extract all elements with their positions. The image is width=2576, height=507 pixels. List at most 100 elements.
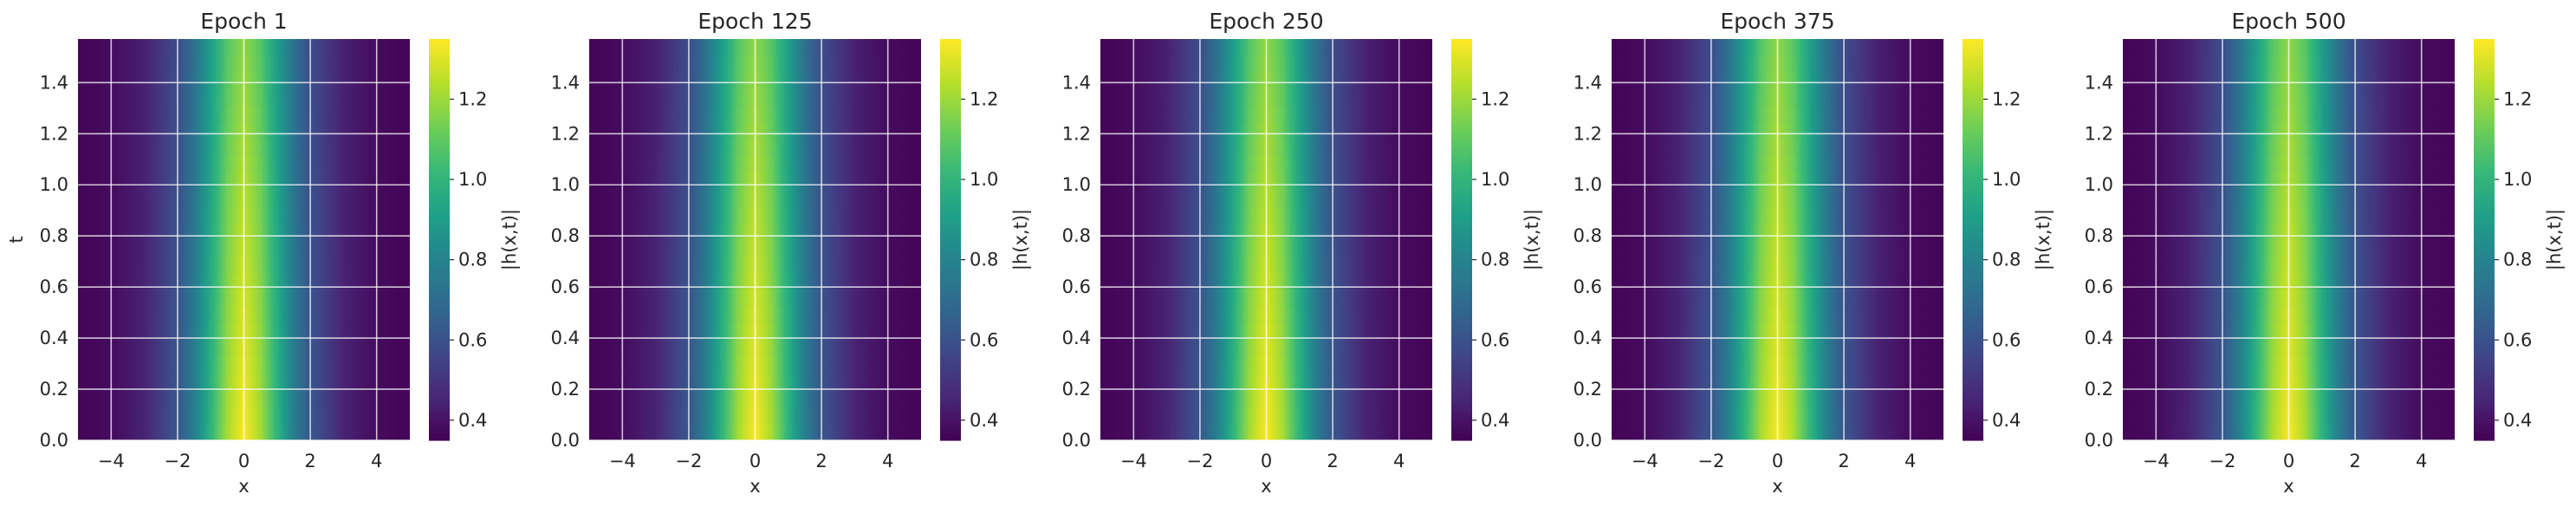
heatmap-cell: [659, 390, 663, 408]
heatmap-cell: [838, 423, 841, 440]
heatmap-cell: [331, 390, 334, 408]
heatmap-cell: [904, 390, 907, 408]
heatmap-cell: [184, 205, 187, 224]
heatmap-cell: [136, 205, 140, 224]
heatmap-cell: [90, 223, 94, 241]
heatmap-cell: [235, 390, 238, 408]
heatmap-cell: [250, 322, 253, 341]
heatmap-cell: [102, 156, 106, 173]
heatmap-cell: [204, 72, 208, 90]
heatmap-cell: [300, 373, 303, 391]
heatmap-cell: [126, 373, 129, 391]
heatmap-cell: [732, 340, 736, 358]
panel-title: Epoch 1: [200, 9, 287, 34]
heatmap-cell: [334, 373, 338, 391]
heatmap-cell: [368, 306, 372, 324]
heatmap-cell: [102, 205, 106, 224]
heatmap-cell: [144, 356, 147, 374]
heatmap-cell: [403, 306, 406, 324]
heatmap-cell: [302, 306, 305, 324]
heatmap-cell: [366, 273, 369, 290]
heatmap-cell: [873, 406, 876, 425]
heatmap-cell: [252, 273, 256, 290]
heatmap-cell: [229, 122, 232, 140]
heatmap-cell: [341, 289, 344, 308]
heatmap-cell: [282, 322, 286, 341]
heatmap-cell: [275, 205, 278, 224]
heatmap-cell: [289, 205, 293, 224]
heatmap-cell: [339, 289, 342, 308]
heatmap-cell: [214, 423, 217, 440]
heatmap-cell: [181, 306, 185, 324]
heatmap-cell: [279, 423, 282, 440]
heatmap-cell: [717, 406, 721, 425]
heatmap-cell: [698, 340, 702, 358]
heatmap-cell: [881, 356, 885, 374]
heatmap-cell: [243, 356, 247, 374]
heatmap-cell: [385, 340, 388, 358]
heatmap-cell: [275, 122, 278, 140]
heatmap-cell: [198, 289, 201, 308]
heatmap-cell: [814, 390, 818, 408]
heatmap-cell: [386, 306, 390, 324]
heatmap-cell: [372, 88, 375, 107]
heatmap-cell: [115, 156, 119, 173]
heatmap-cell: [302, 172, 305, 191]
heatmap-cell: [165, 306, 168, 324]
heatmap-cell: [217, 340, 220, 358]
heatmap-cell: [177, 273, 180, 290]
heatmap-cell: [96, 239, 100, 257]
heatmap-cell: [78, 55, 81, 74]
heatmap-cell: [218, 356, 222, 374]
heatmap-cell: [370, 289, 373, 308]
heatmap-cell: [111, 239, 114, 257]
heatmap-cell: [105, 406, 108, 425]
heatmap-cell: [224, 373, 228, 391]
heatmap-cell: [237, 373, 241, 391]
heatmap-cell: [138, 423, 141, 440]
heatmap-cell: [370, 373, 373, 391]
heatmap-cell: [275, 239, 278, 257]
heatmap-cell: [407, 205, 410, 224]
heatmap-cell: [624, 406, 627, 425]
heatmap-cell: [156, 239, 159, 257]
heatmap-cell: [324, 273, 328, 290]
heatmap-cell: [740, 373, 743, 391]
heatmap-cell: [331, 373, 334, 391]
heatmap-cell: [133, 390, 137, 408]
heatmap-cell: [302, 55, 305, 74]
heatmap-cell: [264, 172, 268, 191]
heatmap-cell: [343, 256, 347, 274]
heatmap-cell: [108, 189, 112, 207]
heatmap-cell: [389, 122, 393, 140]
heatmap-cell: [328, 39, 332, 56]
heatmap-cell: [133, 356, 137, 374]
heatmap-cell: [817, 390, 821, 408]
heatmap-cell: [823, 340, 827, 358]
heatmap-cell: [358, 373, 361, 391]
heatmap-cell: [295, 239, 299, 257]
heatmap-cell: [266, 356, 269, 374]
heatmap-cell: [211, 55, 214, 74]
heatmap-cell: [314, 273, 317, 290]
heatmap-cell: [119, 322, 122, 341]
heatmap-cell: [385, 172, 388, 191]
heatmap-cell: [254, 122, 257, 140]
heatmap-cell: [300, 205, 303, 224]
heatmap-cell: [639, 390, 642, 408]
heatmap-cell: [682, 373, 685, 391]
heatmap-cell: [354, 239, 357, 257]
heatmap-cell: [703, 390, 706, 408]
colorbar-segment: [429, 45, 450, 50]
heatmap-cell: [406, 55, 409, 74]
colorbar-segment: [429, 263, 450, 267]
heatmap-cell: [310, 306, 314, 324]
heatmap-cell: [269, 88, 272, 107]
heatmap-cell: [680, 373, 684, 391]
heatmap-cell: [258, 239, 262, 257]
heatmap-cell: [892, 340, 895, 358]
heatmap-cell: [211, 88, 214, 107]
heatmap-cell: [121, 122, 125, 140]
heatmap-cell: [802, 356, 806, 374]
heatmap-cell: [368, 88, 372, 107]
